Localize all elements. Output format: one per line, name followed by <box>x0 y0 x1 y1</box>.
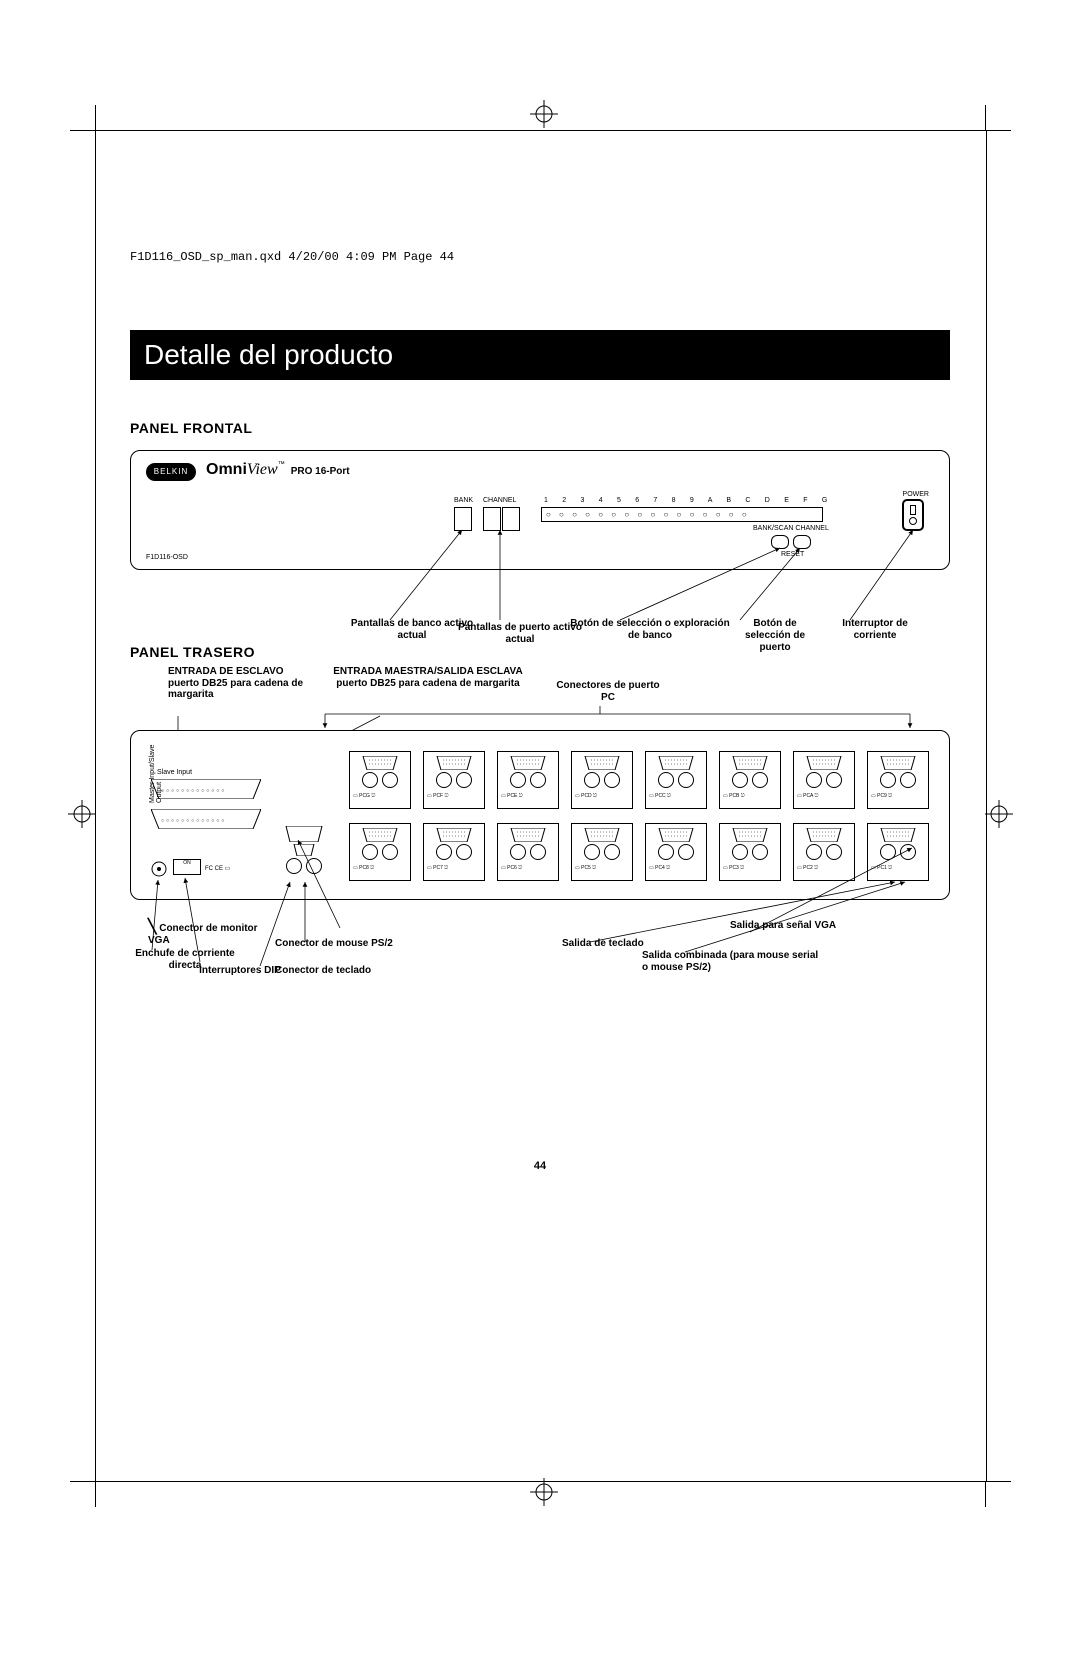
print-header-line: F1D116_OSD_sp_man.qxd 4/20/00 4:09 PM Pa… <box>130 250 454 264</box>
product-name-bold: Omni <box>206 461 247 478</box>
pc-port-PCB: ▭ PCB ⎋ <box>719 751 781 809</box>
label-pc-ports: Conectores de puerto PC <box>548 680 668 703</box>
pc-port-PC9: ▭ PC9 ⎋ <box>867 751 929 809</box>
pc-port-PCF: ▭ PCF ⎋ <box>423 751 485 809</box>
label-master-io-internal: Master Input/Slave Output <box>149 723 163 803</box>
callout-bankscan-btn: Botón de selección o exploración de banc… <box>570 618 730 642</box>
label-power: POWER <box>903 491 929 498</box>
callout-port-display: Pantallas de puerto activo actual <box>455 622 585 646</box>
svg-text:○○○○○○○○○○○○○: ○○○○○○○○○○○○○ <box>161 788 226 794</box>
product-subtitle: PRO 16-Port <box>291 466 350 477</box>
pc-port-PC8: ▭ PC8 ⎋ <box>349 823 411 881</box>
label-channel: CHANNEL <box>483 497 516 504</box>
pc-port-PC2: ▭ PC2 ⎋ <box>793 823 855 881</box>
rear-panel-diagram: Slave Input ○○○○○○○○○○○○○ Master Input/S… <box>130 730 950 900</box>
registration-mark-right <box>985 800 1013 828</box>
console-block <box>271 826 337 886</box>
pc-port-PCE: ▭ PCE ⎋ <box>497 751 559 809</box>
registration-mark-left <box>68 800 96 828</box>
pc-port-PCA: ▭ PCA ⎋ <box>793 751 855 809</box>
label-reset: RESET <box>781 551 804 558</box>
power-switch-icon <box>902 499 924 531</box>
crop-mark-bl <box>70 1481 96 1507</box>
pc-port-PC7: ▭ PC7 ⎋ <box>423 823 485 881</box>
product-name: OmniView™ PRO 16-Port <box>206 461 350 479</box>
pc-port-PC6: ▭ PC6 ⎋ <box>497 823 559 881</box>
label-vga-out: Salida para señal VGA <box>730 920 910 932</box>
callout-power-sw: Interruptor de corriente <box>830 618 920 642</box>
pc-port-PCG: ▭ PCG ⎋ <box>349 751 411 809</box>
section-title-rear: PANEL TRASERO <box>130 644 255 660</box>
channel-display <box>483 507 521 536</box>
crop-mark-tl <box>70 105 96 131</box>
belkin-logo: BELKIN <box>146 463 196 481</box>
svg-text:○○○○○○○○○○○○○: ○○○○○○○○○○○○○ <box>161 818 226 824</box>
pc-port-PC4: ▭ PC4 ⎋ <box>645 823 707 881</box>
pc-port-PC5: ▭ PC5 ⎋ <box>571 823 633 881</box>
callout-port-sel-btn: Botón de selección de puerto <box>730 618 820 654</box>
page-title: Detalle del producto <box>130 330 950 380</box>
label-kb-out: Salida de teclado <box>562 938 692 950</box>
model-id: F1D116-OSD <box>146 554 188 561</box>
page-number: 44 <box>534 1160 546 1172</box>
registration-mark-bottom <box>530 1478 558 1506</box>
registration-mark-top <box>530 100 558 128</box>
pc-port-PC3: ▭ PC3 ⎋ <box>719 823 781 881</box>
label-bankscan: BANK/SCAN CHANNEL <box>753 525 829 532</box>
label-vga-conn: ╲ Conector de monitor VGA <box>148 918 268 946</box>
label-bank: BANK <box>454 497 473 504</box>
crop-mark-tr <box>985 105 1011 131</box>
trademark: ™ <box>278 461 285 468</box>
dip-switch-icon: ON <box>173 859 201 875</box>
product-name-italic: View <box>247 461 278 478</box>
crop-mark-br <box>985 1481 1011 1507</box>
dc-jack-icon <box>151 861 167 882</box>
pc-port-PC1: ▭ PC1 ⎋ <box>867 823 929 881</box>
db25-master: ○○○○○○○○○○○○○ <box>151 809 261 829</box>
db25-slave: ○○○○○○○○○○○○○ <box>151 779 261 799</box>
pc-port-PCC: ▭ PCC ⎋ <box>645 751 707 809</box>
section-title-front: PANEL FRONTAL <box>130 420 252 436</box>
label-slave-in: ENTRADA DE ESCLAVO puerto DB25 para cade… <box>168 666 318 701</box>
channel-led-row: ○ ○ ○ ○ ○ ○ ○ ○ ○ ○ ○ ○ ○ ○ ○ ○ <box>541 507 823 522</box>
pc-port-PCD: ▭ PCD ⎋ <box>571 751 633 809</box>
channel-id-row: 1 2 3 4 5 6 7 8 9 A B C D E F G <box>544 497 833 504</box>
label-kb-conn: Conector de teclado <box>275 965 375 977</box>
label-master-in: ENTRADA MAESTRA/SALIDA ESCLAVA puerto DB… <box>328 666 528 689</box>
label-mouse-conn: Conector de mouse PS/2 <box>275 938 455 950</box>
cert-icons: FC CE ▭ <box>205 865 230 872</box>
front-panel-diagram: BELKIN OmniView™ PRO 16-Port F1D116-OSD B… <box>130 450 950 570</box>
bank-display <box>454 507 473 536</box>
label-combo-out: Salida combinada (para mouse serial o mo… <box>642 950 822 973</box>
